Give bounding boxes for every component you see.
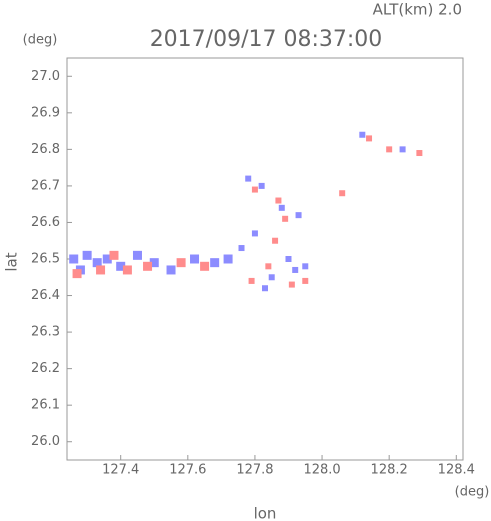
echo-point (302, 277, 309, 284)
y-tick-label: 26.1 (31, 398, 60, 413)
echo-point (143, 261, 153, 271)
x-tick-label: 128.0 (303, 463, 340, 478)
echo-point (265, 263, 272, 270)
echo-point (386, 146, 393, 153)
y-axis-label: lat (3, 252, 21, 271)
y-tick-label: 26.5 (31, 252, 60, 267)
echo-point (416, 150, 423, 157)
echo-point (278, 204, 285, 211)
echo-point (72, 269, 82, 279)
x-tick-label: 128.4 (438, 463, 475, 478)
echo-point (248, 277, 255, 284)
y-tick-label: 26.0 (31, 434, 60, 449)
x-tick-label: 127.6 (169, 463, 206, 478)
echo-point (190, 254, 200, 264)
echo-point (245, 175, 252, 182)
chart-subtitle: ALT(km) 2.0 (373, 1, 462, 19)
echo-point (96, 265, 106, 275)
y-tick-label: 26.7 (31, 178, 60, 193)
y-tick-label: 26.3 (31, 325, 60, 340)
echo-point (285, 256, 292, 262)
echo-point (200, 261, 210, 271)
echo-point (339, 190, 346, 197)
echo-point (238, 245, 245, 252)
echo-point (366, 135, 373, 142)
x-unit: (deg) (455, 485, 490, 500)
y-tick-label: 26.9 (31, 105, 60, 120)
x-tick-label: 128.2 (371, 463, 408, 478)
x-axis-label: lon (254, 505, 277, 521)
echo-point (251, 186, 258, 193)
echo-point (166, 265, 176, 275)
echo-point (69, 254, 79, 264)
echo-point (210, 258, 220, 268)
y-tick-label: 26.6 (31, 215, 60, 230)
y-tick-label: 26.4 (31, 288, 60, 303)
echo-point (262, 285, 268, 292)
echo-point (288, 281, 295, 288)
echo-point (223, 254, 233, 264)
echo-point (251, 230, 258, 237)
echo-point (275, 197, 282, 204)
echo-point (292, 266, 299, 273)
echo-point (359, 131, 366, 138)
y-unit: (deg) (23, 33, 58, 48)
chart-title: 2017/09/17 08:37:00 (150, 27, 383, 52)
echo-point (109, 250, 119, 260)
echo-point (116, 261, 126, 271)
y-tick-label: 26.2 (31, 361, 60, 376)
echo-point (92, 258, 102, 268)
echo-point (122, 265, 132, 275)
echo-point (82, 250, 92, 260)
y-tick-label: 26.8 (31, 142, 60, 157)
echo-point (258, 182, 265, 189)
echo-point (268, 274, 275, 281)
echo-point (295, 212, 302, 219)
x-tick-label: 127.8 (236, 463, 273, 478)
y-tick-label: 27.0 (31, 69, 60, 84)
echo-point (282, 215, 289, 222)
echo-point (132, 250, 142, 260)
echo-point (272, 237, 279, 244)
echo-point (102, 254, 112, 264)
plot-frame (66, 57, 464, 461)
echo-point (302, 263, 309, 270)
echo-point (399, 146, 406, 153)
echo-point (176, 258, 186, 268)
x-tick-label: 127.4 (102, 463, 139, 478)
echo-point (149, 258, 159, 268)
